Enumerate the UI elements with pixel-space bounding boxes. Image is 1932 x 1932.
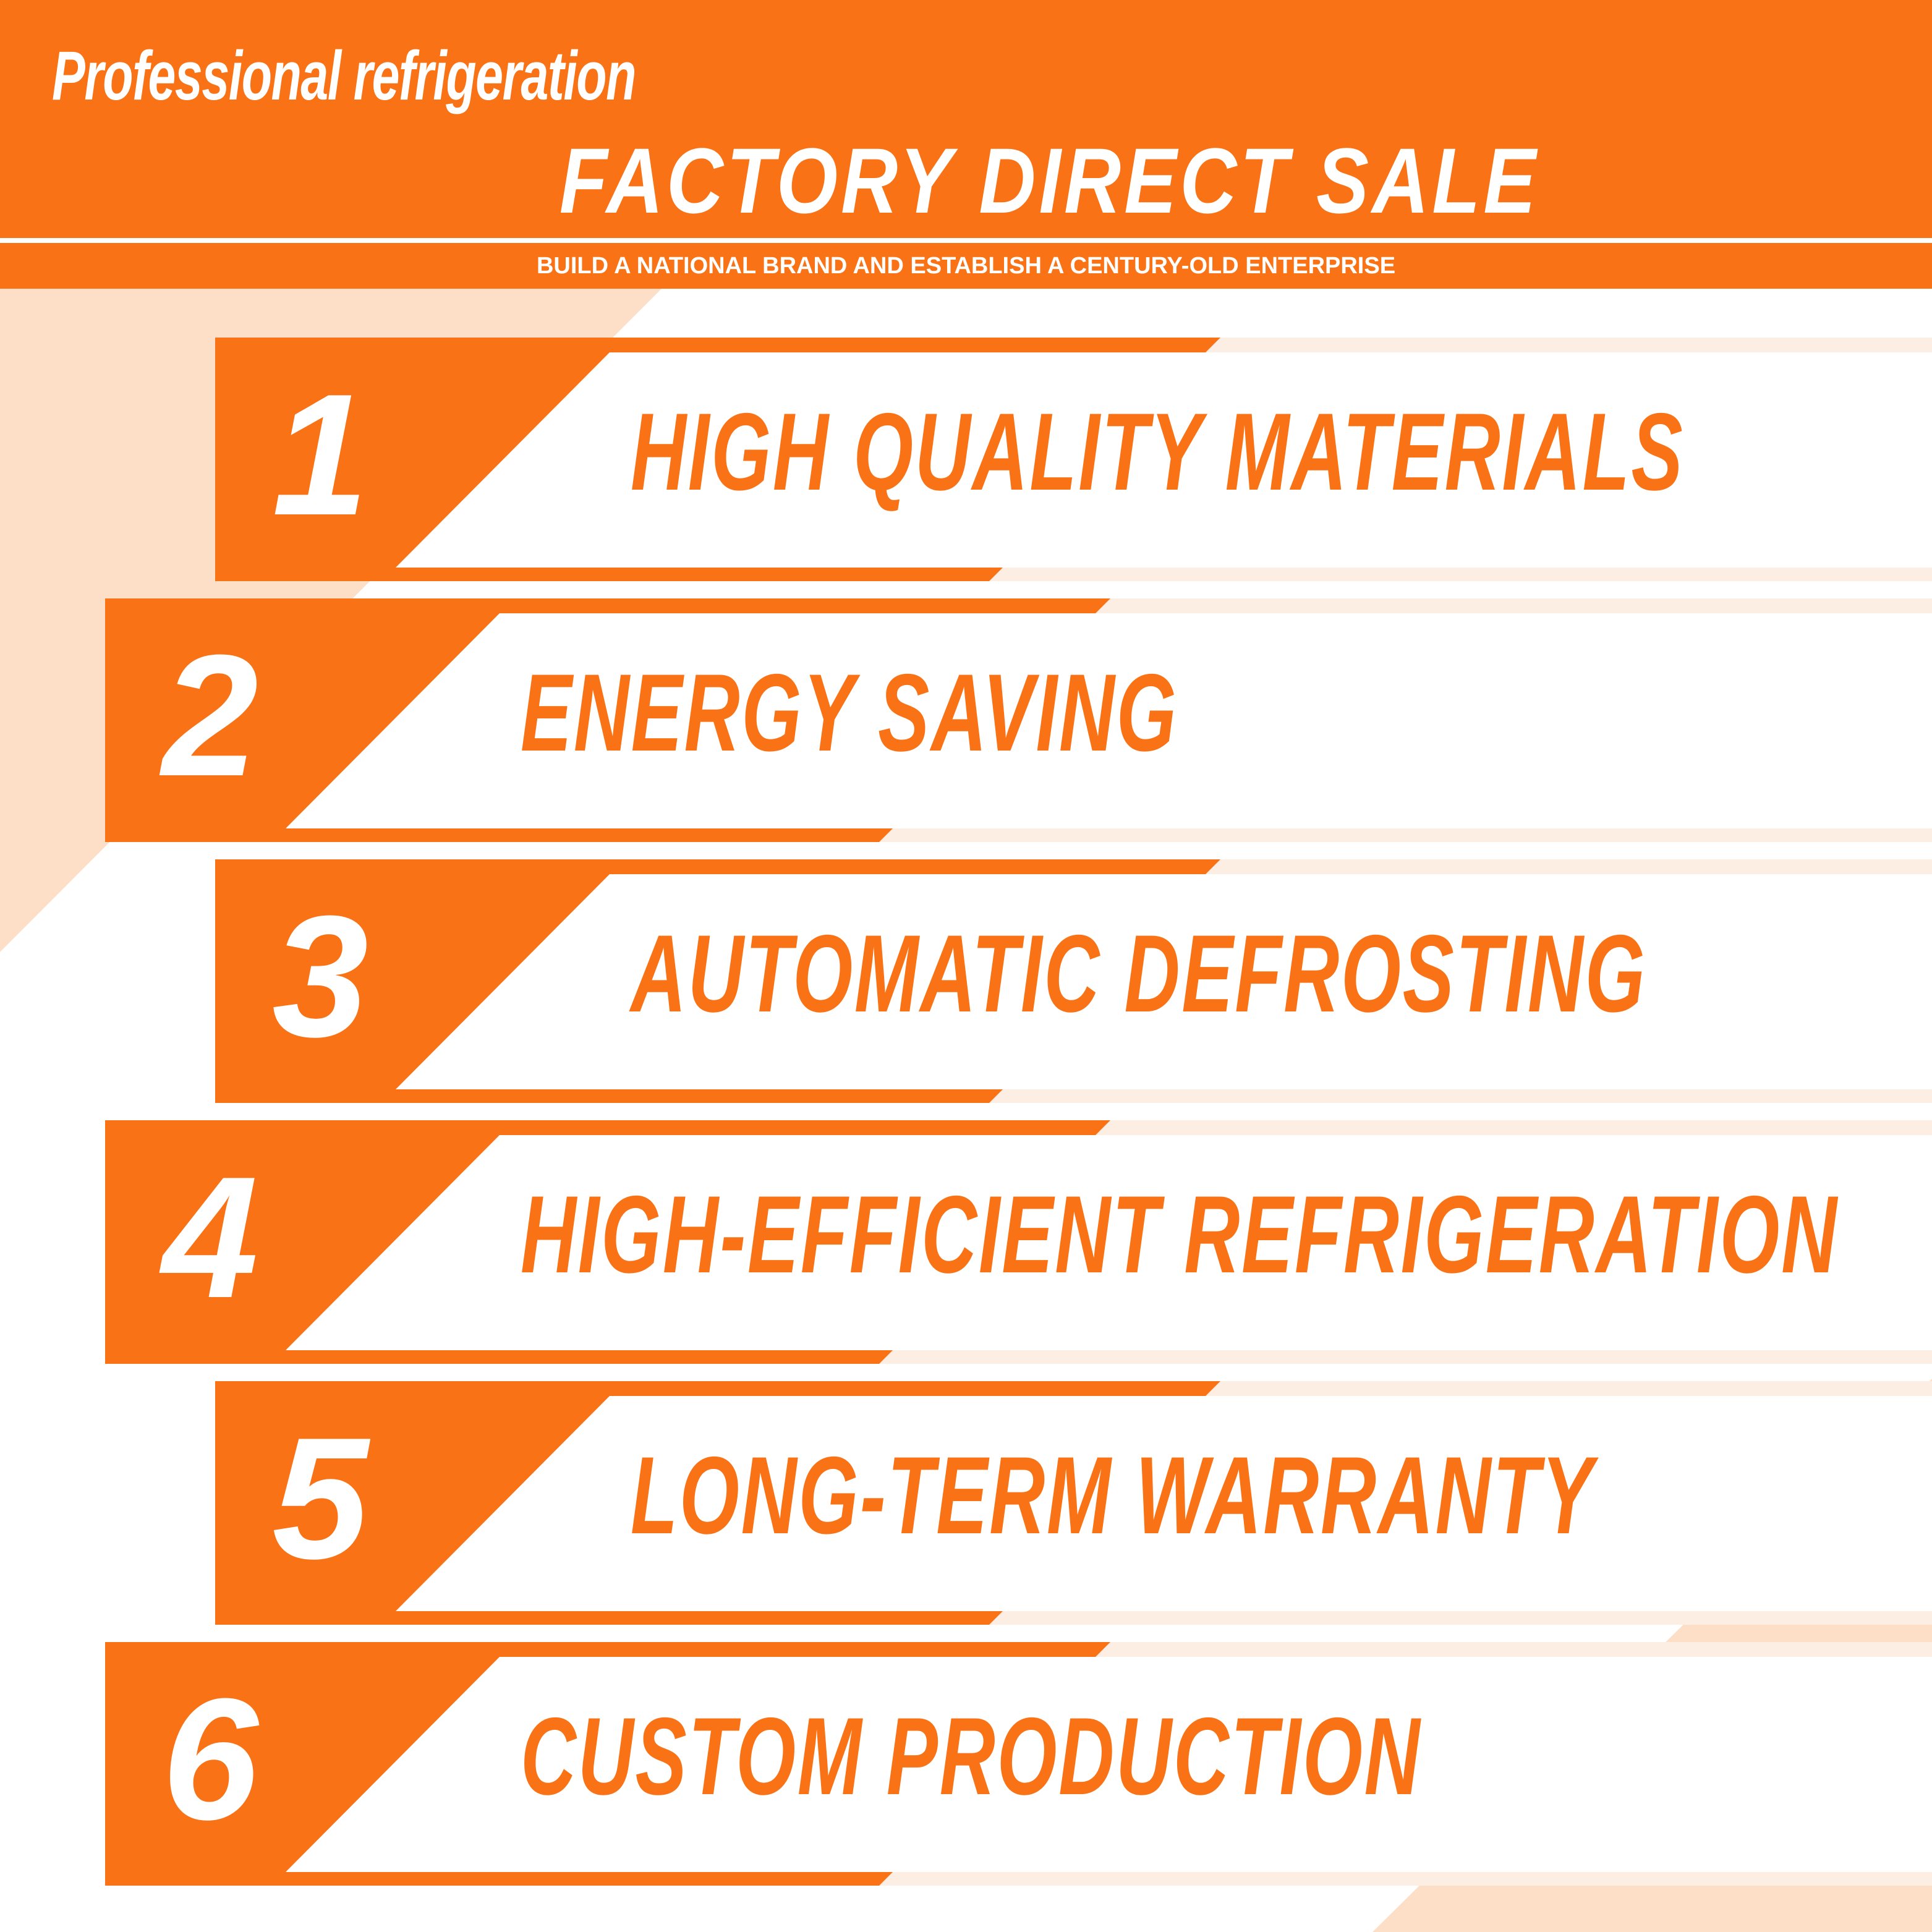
page-title: FACTORY DIRECT SALE <box>0 127 1932 234</box>
feature-row-shape <box>215 859 1932 1103</box>
feature-row-shape <box>215 338 1932 581</box>
white-panel <box>286 1135 1932 1350</box>
feature-row-shape <box>105 1642 1932 1886</box>
feature-label: CUSTOM PRODUCTION <box>521 1695 1422 1818</box>
top-stripe-light <box>1094 598 1932 613</box>
white-panel <box>286 1657 1932 1872</box>
top-stripe-light <box>1204 338 1932 352</box>
feature-label: HIGH-EFFICIENT REFRIGERATION <box>521 1173 1839 1296</box>
feature-row-3: 3 AUTOMATIC DEFROSTING <box>0 859 1932 1103</box>
white-panel <box>396 874 1932 1089</box>
bottom-stripe-light <box>988 568 1932 581</box>
white-panel <box>396 1396 1932 1611</box>
feature-row-shape <box>105 598 1932 842</box>
bottom-stripe-light <box>988 1089 1932 1103</box>
bottom-stripe-light <box>878 1350 1932 1364</box>
feature-row-shape <box>105 1120 1932 1364</box>
top-stripe-light <box>1094 1120 1932 1135</box>
feature-row-4: 4 HIGH-EFFICIENT REFRIGERATION <box>0 1120 1932 1364</box>
bottom-stripe-light <box>988 1611 1932 1625</box>
header-banner: Professional refrigeration FACTORY DIREC… <box>0 0 1932 238</box>
feature-number: 5 <box>272 1402 368 1595</box>
feature-row-shape <box>215 1381 1932 1625</box>
feature-number: 1 <box>272 359 368 551</box>
subtitle: BUILD A NATIONAL BRAND AND ESTABLISH A C… <box>536 252 1396 279</box>
tagline: Professional refrigeration <box>52 37 636 114</box>
feature-row-2: 2 ENERGY SAVING <box>0 598 1932 842</box>
bottom-stripe-light <box>878 828 1932 842</box>
white-panel <box>396 352 1932 568</box>
feature-number: 2 <box>162 619 258 812</box>
top-stripe-light <box>1094 1642 1932 1657</box>
feature-number: 3 <box>272 880 368 1073</box>
top-stripe-light <box>1204 859 1932 874</box>
feature-label: ENERGY SAVING <box>521 651 1178 774</box>
page-title-text: FACTORY DIRECT SALE <box>560 129 1539 232</box>
white-panel <box>286 613 1932 828</box>
subtitle-band: BUILD A NATIONAL BRAND AND ESTABLISH A C… <box>0 243 1932 289</box>
feature-row-1: 1 HIGH QUALITY MATERIALS <box>0 338 1932 581</box>
feature-label: LONG-TERM WARRANTY <box>631 1434 1595 1557</box>
feature-label: HIGH QUALITY MATERIALS <box>631 390 1685 513</box>
feature-row-6: 6 CUSTOM PRODUCTION <box>0 1642 1932 1886</box>
feature-number: 6 <box>162 1663 258 1856</box>
feature-row-5: 5 LONG-TERM WARRANTY <box>0 1381 1932 1625</box>
bottom-stripe-light <box>878 1872 1932 1886</box>
feature-label: AUTOMATIC DEFROSTING <box>631 912 1647 1035</box>
feature-number: 4 <box>162 1141 258 1334</box>
top-stripe-light <box>1204 1381 1932 1396</box>
